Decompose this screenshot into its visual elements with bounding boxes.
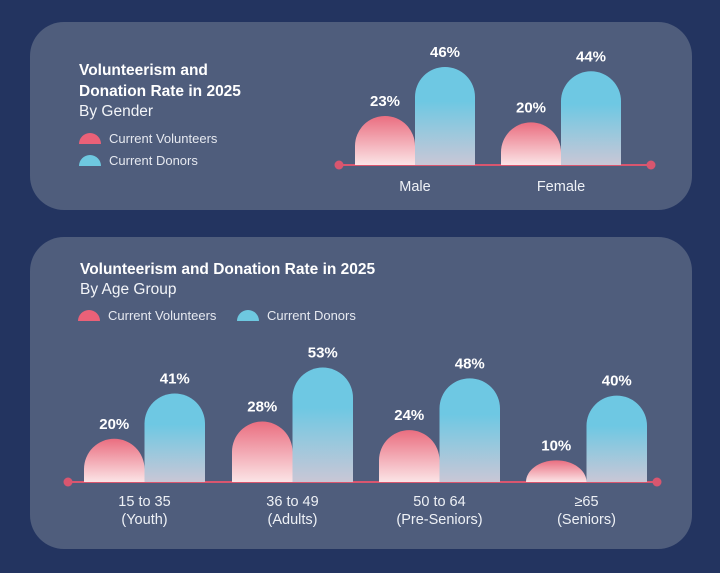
bar-donors-1: [561, 71, 621, 165]
value-label-donors-0: 46%: [430, 44, 460, 61]
category-label-3: ≥65: [574, 494, 598, 510]
value-label-volunteers-2: 24%: [394, 407, 424, 424]
legend-label: Current Donors: [267, 308, 356, 323]
donors-swatch-icon: [79, 155, 101, 166]
gender-chart-title: Volunteerism and Donation Rate in 2025: [79, 60, 241, 102]
value-label-donors-1: 53%: [308, 345, 338, 362]
value-label-volunteers-1: 20%: [516, 99, 546, 116]
volunteers-swatch-icon: [78, 310, 100, 321]
bar-donors-0: [144, 393, 205, 482]
bar-volunteers-1: [232, 421, 293, 482]
value-label-volunteers-0: 20%: [99, 416, 129, 433]
value-label-volunteers-0: 23%: [370, 93, 400, 110]
axis-start-dot-icon: [334, 160, 344, 170]
axis-end-dot-icon: [652, 477, 662, 487]
value-label-donors-0: 41%: [160, 370, 190, 387]
value-label-donors-1: 44%: [576, 48, 606, 65]
gender-legend-volunteers: Current Volunteers: [79, 131, 217, 146]
bar-donors-3: [586, 395, 647, 482]
age-chart-panel: [30, 237, 692, 549]
gender-chart-subtitle: By Gender: [79, 103, 154, 120]
category-label-1: Female: [537, 179, 585, 195]
bar-volunteers-0: [84, 438, 145, 482]
donors-swatch-icon: [237, 310, 259, 321]
bar-volunteers-0: [355, 116, 415, 165]
category-label-0: 15 to 35: [118, 494, 170, 510]
volunteers-swatch-icon: [79, 133, 101, 144]
age-legend-volunteers: Current Volunteers: [78, 308, 216, 323]
gender-bar-chart: 23% 46% Male 20% 44% Female: [334, 44, 656, 195]
category-label-1: (Adults): [268, 512, 318, 528]
category-label-1: 36 to 49: [266, 494, 318, 510]
axis-end-dot-icon: [646, 160, 656, 170]
bar-donors-0: [415, 67, 475, 165]
gender-legend-donors: Current Donors: [79, 153, 198, 168]
bar-volunteers-2: [379, 430, 440, 482]
legend-label: Current Volunteers: [108, 308, 217, 323]
legend-label: Current Volunteers: [109, 131, 218, 146]
category-label-3: (Seniors): [557, 512, 616, 528]
value-label-volunteers-3: 10%: [541, 437, 571, 454]
value-label-donors-2: 48%: [455, 355, 485, 372]
category-label-2: 50 to 64: [413, 494, 465, 510]
age-bar-chart: 20% 41% 15 to 35 (Youth) 28% 53% 36 to 49 (Adul…: [63, 345, 662, 528]
axis-start-dot-icon: [63, 477, 73, 487]
age-chart-subtitle: By Age Group: [80, 281, 177, 298]
value-label-volunteers-1: 28%: [247, 399, 277, 416]
bar-volunteers-3: [526, 460, 587, 482]
age-legend-donors: Current Donors: [237, 308, 356, 323]
value-label-donors-3: 40%: [602, 373, 632, 390]
category-label-2: (Pre-Seniors): [396, 512, 482, 528]
gender-title-line2: Donation Rate in 2025: [79, 83, 241, 100]
category-label-0: (Youth): [121, 512, 167, 528]
category-label-0: Male: [399, 179, 430, 195]
bar-donors-2: [439, 378, 500, 482]
age-chart-title: Volunteerism and Donation Rate in 2025: [80, 261, 376, 278]
gender-title-line1: Volunteerism and: [79, 62, 208, 79]
legend-label: Current Donors: [109, 153, 198, 168]
bar-volunteers-1: [501, 122, 561, 165]
bar-donors-1: [292, 367, 353, 482]
